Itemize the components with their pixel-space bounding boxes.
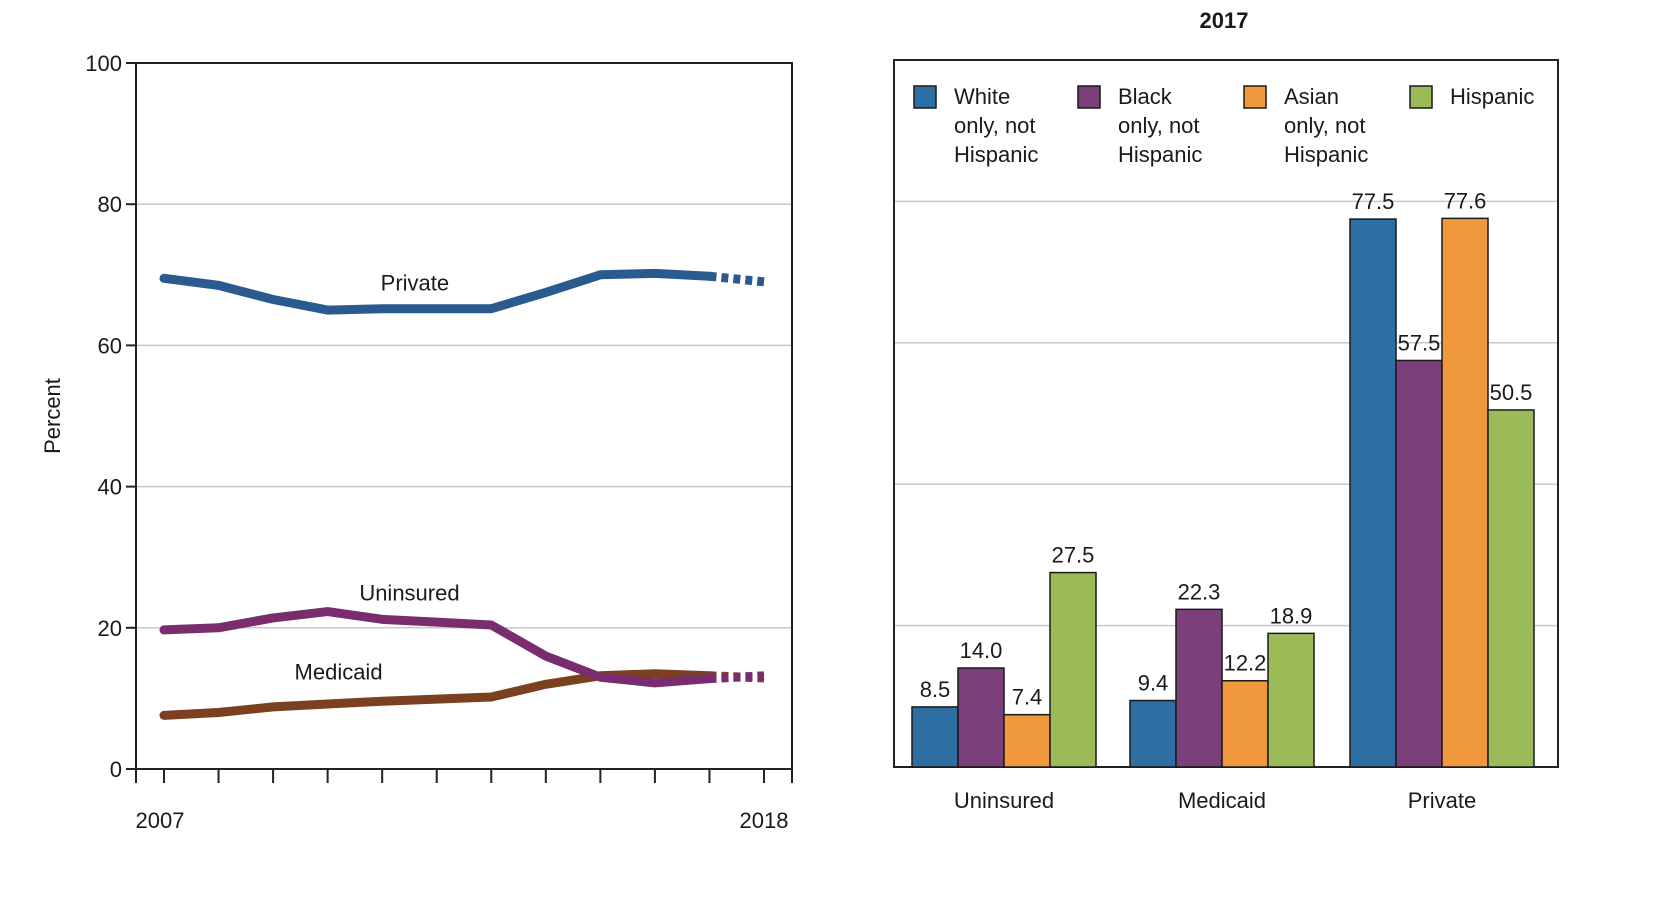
legend-label: Black [1118,84,1173,109]
data-label: 50.5 [1490,380,1533,405]
bar [1221,679,1269,768]
legend-label: Hispanic [1450,84,1534,109]
series-label: Private [381,271,449,296]
legend-swatch [1243,85,1267,109]
legend-label: White [954,84,1010,109]
data-label: 57.5 [1398,330,1441,355]
bar [1003,713,1051,768]
line-chart: 0 20 40 60 80 100 2007 2018 Percent Private Uninsu… [40,51,793,833]
bar [1175,608,1223,768]
bar [911,706,959,768]
series-projection-uninsured [709,671,765,684]
x-tick-label: Uninsured [954,788,1054,813]
data-label: 7.4 [1012,685,1043,710]
data-label: 14.0 [960,638,1003,663]
x-tick-label: 2018 [740,808,789,833]
x-tick-label: 2007 [136,808,185,833]
data-label: 77.5 [1352,189,1395,214]
bar [1395,359,1443,768]
bar [1049,571,1097,768]
bar [1349,218,1397,768]
legend-label: Hispanic [1118,142,1202,167]
legend-label: Hispanic [954,142,1038,167]
chart-title: 2017 [1200,8,1249,33]
y-tick-label: 60 [98,333,122,358]
y-tick-label: 100 [85,51,122,76]
legend-label: only, not [954,113,1036,138]
data-label: 22.3 [1178,579,1221,604]
bar [1441,217,1489,768]
bar-chart: 2017 8.5 14.0 7.4 27.5 Uninsured 9.4 22.3 12.218… [893,8,1559,813]
series-label: Uninsured [359,581,459,606]
legend-swatch [1409,85,1433,109]
data-label: 77.6 [1444,188,1487,213]
series-projection-private [708,271,765,287]
legend-label: only, not [1118,113,1200,138]
data-label: 18.9 [1270,603,1313,628]
bar [957,667,1005,768]
bar [1129,699,1177,768]
data-label: 8.5 [920,677,951,702]
y-tick-label: 20 [98,616,122,641]
data-label: 12.2 [1224,651,1267,676]
legend-swatch [1077,85,1101,109]
legend-label: only, not [1284,113,1366,138]
series-line-private [159,268,714,315]
y-tick-label: 0 [110,757,122,782]
data-label: 27.5 [1052,543,1095,568]
data-label: 9.4 [1138,671,1169,696]
x-tick-label: Medicaid [1178,788,1266,813]
y-axis-title: Percent [40,378,65,454]
legend-label: Hispanic [1284,142,1368,167]
legend-label: Asian [1284,84,1339,109]
plot-frame [135,62,793,770]
series-label: Medicaid [295,659,383,684]
y-tick-label: 80 [98,192,122,217]
y-tick-label: 40 [98,475,122,500]
series-line-uninsured [159,607,714,688]
bar [1267,632,1315,768]
bar [1487,409,1535,768]
legend-swatch [913,85,937,109]
x-tick-label: Private [1408,788,1476,813]
